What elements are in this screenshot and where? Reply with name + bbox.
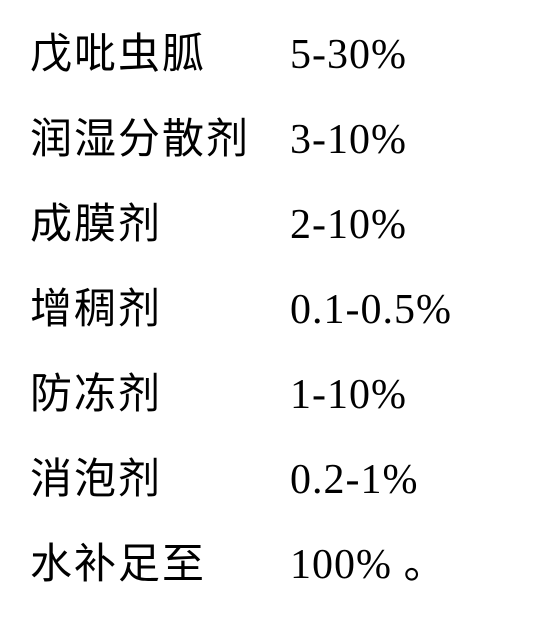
table-row: 戊吡虫胍 5-30% (30, 20, 528, 81)
table-row: 防冻剂 1-10% (30, 360, 528, 421)
ingredient-label: 增稠剂 (30, 275, 290, 336)
ingredient-value: 3-10% (290, 116, 407, 164)
ingredient-table: 戊吡虫胍 5-30% 润湿分散剂 3-10% 成膜剂 2-10% 增稠剂 0.1… (0, 0, 558, 635)
table-row: 成膜剂 2-10% (30, 190, 528, 251)
ingredient-value: 2-10% (290, 201, 407, 249)
ingredient-label: 水补足至 (30, 530, 290, 591)
ingredient-label: 防冻剂 (30, 360, 290, 421)
table-row: 消泡剂 0.2-1% (30, 445, 528, 506)
ingredient-label: 戊吡虫胍 (30, 20, 290, 81)
ingredient-label: 润湿分散剂 (30, 105, 290, 166)
ingredient-value: 1-10% (290, 371, 407, 419)
table-row: 润湿分散剂 3-10% (30, 105, 528, 166)
table-row: 增稠剂 0.1-0.5% (30, 275, 528, 336)
ingredient-value: 100% 。 (290, 530, 447, 591)
ingredient-label: 成膜剂 (30, 190, 290, 251)
ingredient-value: 0.1-0.5% (290, 286, 452, 334)
ingredient-value: 0.2-1% (290, 456, 418, 504)
ingredient-label: 消泡剂 (30, 445, 290, 506)
table-row: 水补足至 100% 。 (30, 530, 528, 591)
ingredient-value: 5-30% (290, 31, 407, 79)
